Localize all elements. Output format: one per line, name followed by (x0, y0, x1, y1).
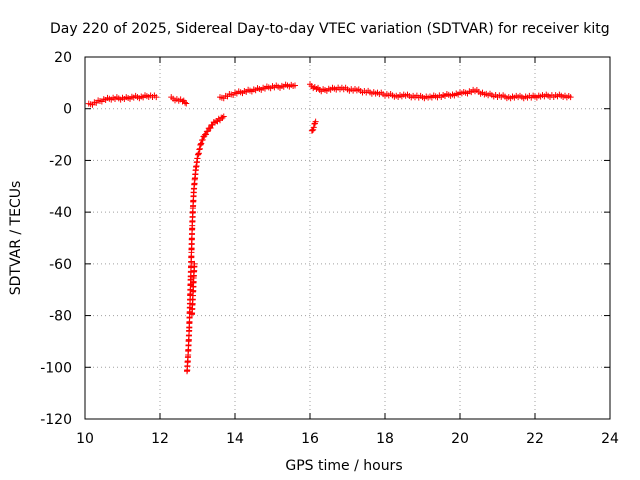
y-tick-label: -60 (49, 257, 72, 273)
y-tick-label: -40 (49, 205, 72, 221)
y-tick-label: -100 (40, 360, 72, 376)
x-tick-label: 10 (76, 431, 94, 447)
data-point (312, 118, 319, 125)
data-point (308, 127, 315, 134)
x-tick-label: 16 (301, 431, 319, 447)
data-marks (85, 81, 574, 375)
chart-title: Day 220 of 2025, Sidereal Day-to-day VTE… (50, 21, 610, 37)
axis-ticks (84, 56, 611, 420)
x-tick-label: 20 (451, 431, 469, 447)
x-tick-label: 18 (376, 431, 394, 447)
data-point (207, 125, 214, 132)
data-point (199, 136, 206, 143)
data-point (191, 260, 198, 267)
grid (85, 57, 610, 419)
x-tick-label: 14 (226, 431, 244, 447)
y-tick-label: -80 (49, 309, 72, 325)
y-tick-label: 20 (54, 50, 72, 66)
data-point (153, 94, 160, 101)
data-point (309, 127, 316, 134)
x-tick-label: 12 (151, 431, 169, 447)
y-axis-label: SDTVAR / TECUs (8, 181, 24, 296)
tick-labels: 10 12 14 16 18 20 22 24 -120 -100 -80 -60 -40 -20 0 20 (40, 50, 619, 447)
data-point (198, 140, 205, 147)
data-point (182, 99, 188, 106)
data-point (567, 94, 574, 101)
data-point (292, 82, 298, 89)
x-tick-label: 22 (526, 431, 544, 447)
data-point (202, 131, 209, 138)
y-tick-label: -20 (49, 153, 72, 169)
data-point (204, 128, 211, 135)
data-point (219, 114, 226, 121)
x-tick-label: 24 (601, 431, 619, 447)
data-point (310, 124, 317, 131)
y-tick-label: 0 (63, 102, 72, 118)
x-axis-label: GPS time / hours (285, 458, 402, 474)
data-point (183, 100, 190, 107)
plot-frame (84, 56, 611, 420)
data-point (220, 113, 227, 120)
y-tick-label: -120 (40, 412, 72, 428)
